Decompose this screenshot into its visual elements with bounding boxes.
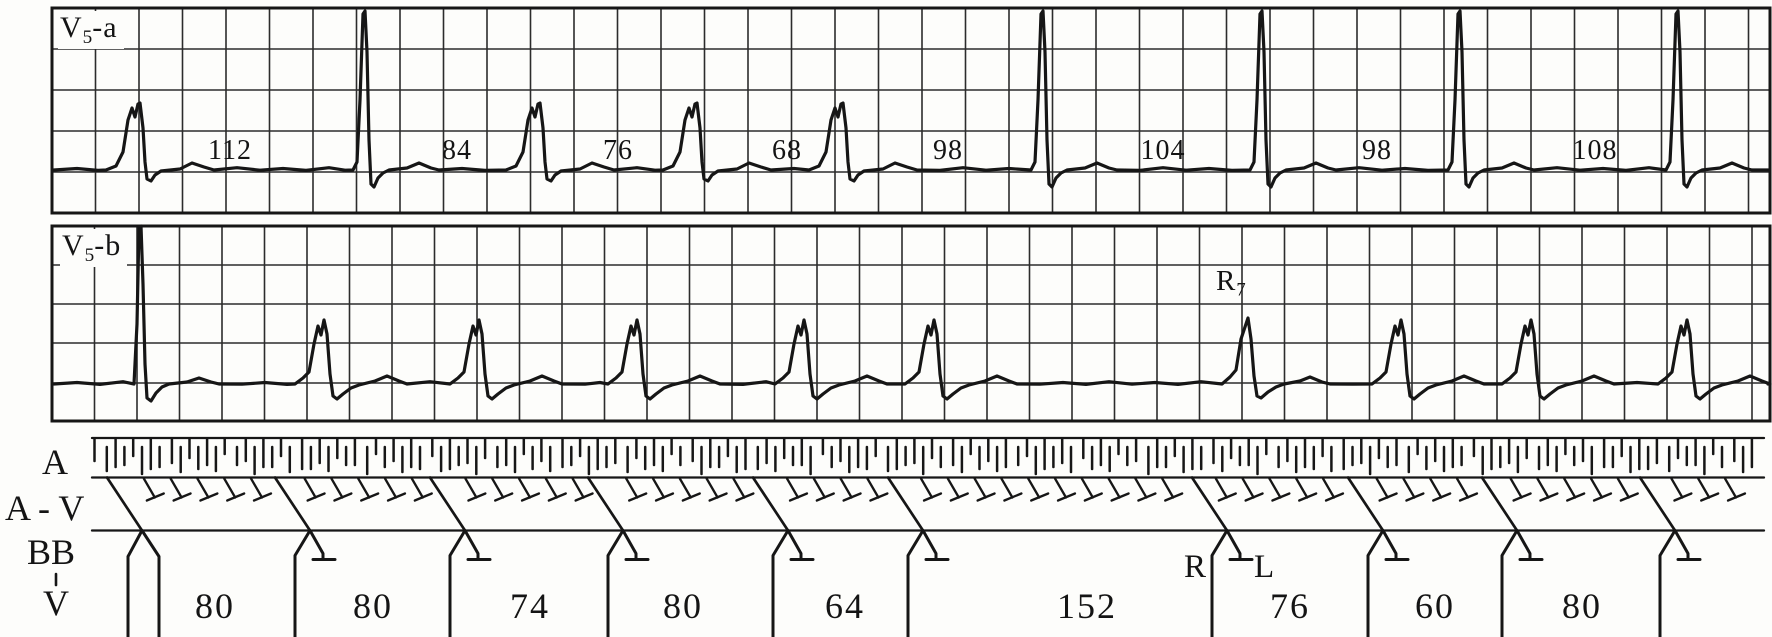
strip-a-trace	[52, 9, 1770, 189]
tier-label-v: V	[43, 583, 69, 623]
left-bundle-label: L	[1254, 549, 1275, 585]
rr-interval-label: 98	[933, 135, 963, 166]
tier-label-bb: BB	[27, 532, 76, 572]
right-bundle-label: R	[1184, 549, 1207, 585]
blocked-impulses	[142, 477, 1747, 502]
rr-interval-label: 112	[208, 135, 252, 166]
v-interval-label: 74	[510, 586, 550, 626]
v-interval-label: 80	[353, 586, 393, 626]
rr-interval-label: 84	[442, 135, 472, 166]
strip-a-label-suffix: -a	[92, 11, 118, 44]
v-interval-label: 80	[663, 586, 703, 626]
ventricular-forks	[126, 529, 1702, 637]
strip-b-grid	[50, 224, 1772, 423]
v-interval-label: 152	[1057, 586, 1117, 626]
v-interval-label: 80	[195, 586, 235, 626]
strip-b-label-suffix: -b	[94, 229, 122, 262]
strip-a-grid	[50, 6, 1772, 215]
v-interval-label: 80	[1562, 586, 1602, 626]
strip-a-label-sub: 5	[82, 26, 93, 48]
strip-b-label-sub: 5	[84, 244, 95, 266]
strip-b-label-base: V	[62, 229, 85, 262]
strip-b-label: V5-b	[60, 229, 128, 267]
conduction-diagonals	[105, 476, 1677, 532]
rr-interval-label: 76	[603, 135, 633, 166]
v-interval-label: 76	[1270, 586, 1310, 626]
r7-base: R	[1216, 265, 1237, 297]
r7-annotation: R7	[1216, 266, 1246, 300]
tier-label-a: A	[42, 442, 68, 482]
v-interval-label: 60	[1415, 586, 1455, 626]
rr-interval-label: 104	[1140, 135, 1186, 166]
strip-a-label-base: V	[60, 11, 83, 44]
rr-interval-label: 68	[772, 135, 802, 166]
strip-a-label: V5-a	[58, 11, 124, 49]
tier-label-av: A - V	[5, 488, 85, 528]
rr-interval-label: 98	[1362, 135, 1392, 166]
atrial-ticks	[93, 437, 1754, 476]
v-interval-label: 64	[825, 586, 865, 626]
rr-interval-label: 108	[1572, 135, 1618, 166]
ladder-lines	[54, 436, 1766, 587]
r7-sub: 7	[1236, 279, 1246, 301]
strip-b-trace	[52, 224, 1772, 403]
